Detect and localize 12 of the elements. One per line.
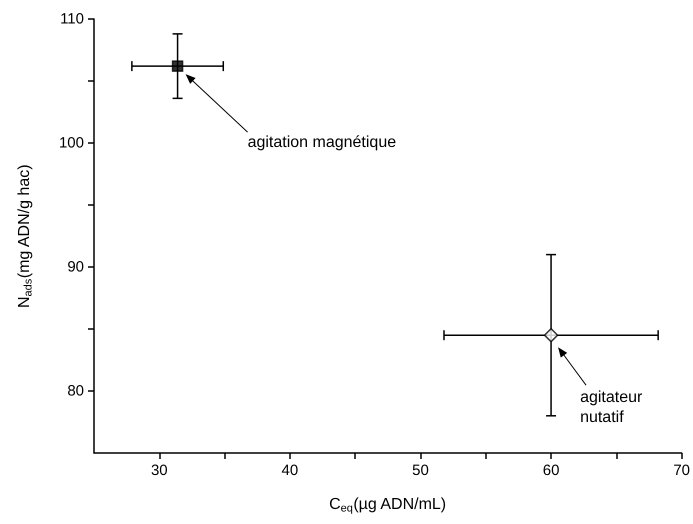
x-tick-label: 70 xyxy=(673,462,690,479)
x-tick-label: 30 xyxy=(150,462,168,479)
annotation: agitation magnétique xyxy=(248,133,396,154)
y-axis-title: Nads(mg ADN/g hac) xyxy=(16,164,34,308)
x-tick-label: 60 xyxy=(542,462,560,479)
x-tick-label: 40 xyxy=(282,462,298,479)
y-tick-label: 110 xyxy=(60,10,84,28)
annotation: agitateur nutatif xyxy=(580,388,642,428)
y-tick-label: 90 xyxy=(67,258,84,276)
y-tick-label: 80 xyxy=(67,382,84,400)
x-tick-label: 50 xyxy=(412,462,429,479)
y-tick-label: 100 xyxy=(58,134,84,152)
